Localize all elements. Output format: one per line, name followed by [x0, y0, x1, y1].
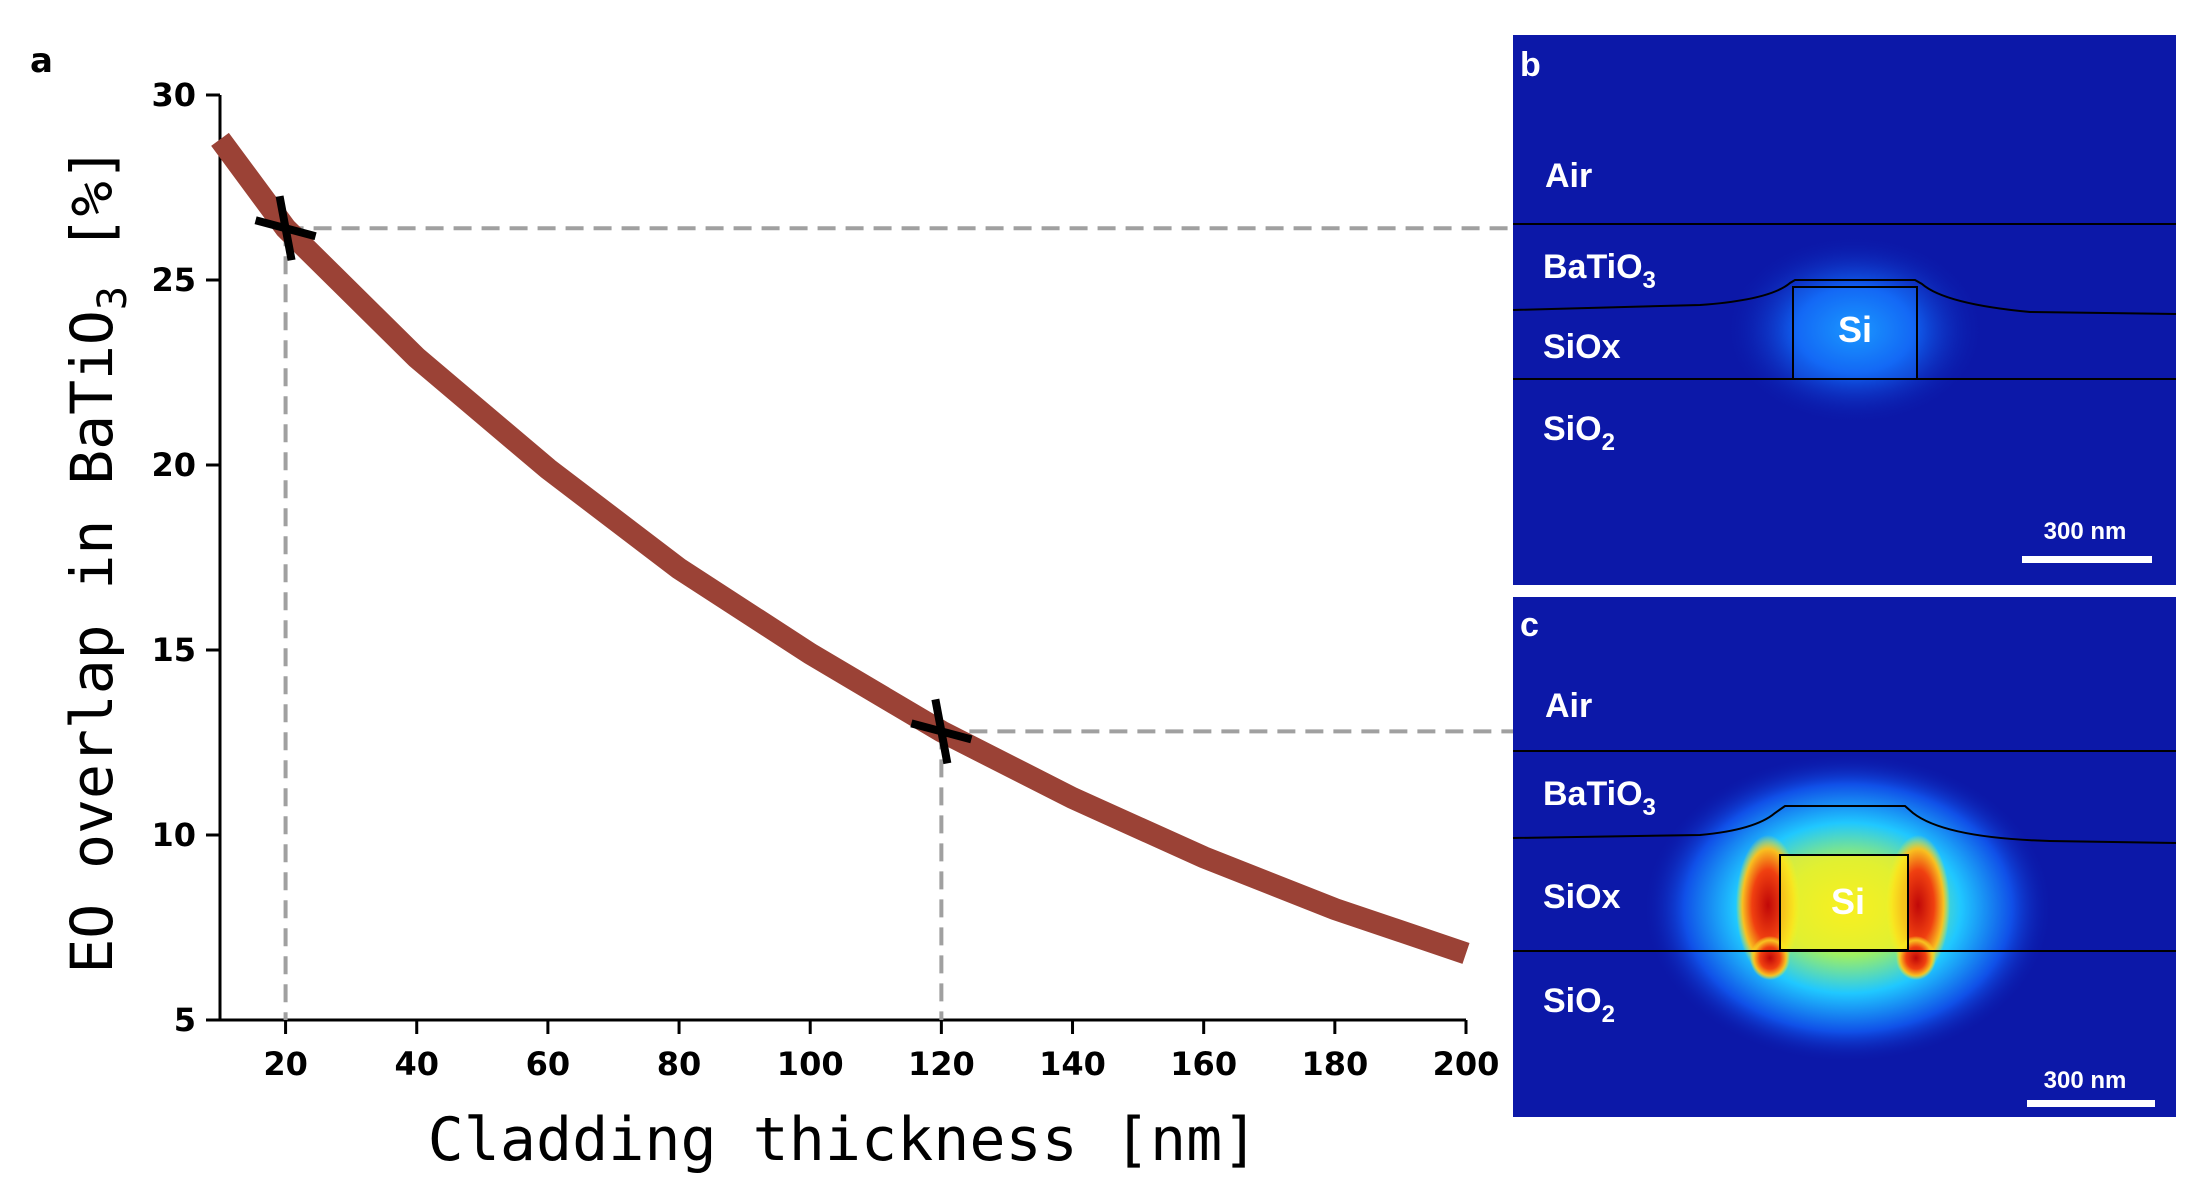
- x-tick-label: 80: [657, 1045, 702, 1083]
- panel-c-scale-label: 300 nm: [2044, 1067, 2127, 1094]
- x-tick-label: 40: [394, 1045, 439, 1083]
- x-tick-label: 200: [1433, 1045, 1500, 1083]
- line-chart: 5 10 15 20 25 30 20 40 60 80 100 120 140 160 180 200: [151, 76, 1513, 1083]
- x-tick-label: 60: [526, 1045, 571, 1083]
- cross-marker: [910, 698, 973, 765]
- x-tick-label: 120: [908, 1045, 975, 1083]
- panel-c-scale-bar: [2027, 1100, 2155, 1107]
- x-tick-label: 20: [263, 1045, 308, 1083]
- panel-c: c Air BaTiO3 SiOx SiO2 Si 300 nm: [1512, 597, 2177, 1117]
- panel-c-air-label: Air: [1545, 687, 1592, 725]
- y-axis-label: EO overlap in BaTiO3 [%]: [58, 146, 136, 973]
- overlap-curve: [211, 132, 1470, 964]
- panel-b-scale-label: 300 nm: [2044, 518, 2127, 545]
- panel-b-batio-label: BaTiO3: [1543, 248, 1656, 294]
- panel-b-letter: b: [1520, 46, 1541, 84]
- x-tick-label: 100: [777, 1045, 844, 1083]
- x-tick-label: 180: [1301, 1045, 1368, 1083]
- panel-c-batio-label: BaTiO3: [1543, 775, 1656, 821]
- y-tick-label: 15: [151, 631, 196, 669]
- x-tick-label: 160: [1170, 1045, 1237, 1083]
- x-axis-label: Cladding thickness [nm]: [428, 1105, 1259, 1175]
- y-tick-label: 30: [151, 76, 196, 114]
- panel-b: b Air BaTiO3 SiOx SiO2 Si 300 nm: [1512, 35, 2177, 585]
- panel-b-sio2-label: SiO2: [1543, 410, 1615, 456]
- panel-b-scale-bar: [2022, 556, 2152, 563]
- y-tick-label: 20: [151, 446, 196, 484]
- y-tick-label: 10: [151, 816, 196, 854]
- panel-c-sio2-label: SiO2: [1543, 982, 1615, 1028]
- y-tick-label: 5: [174, 1001, 196, 1039]
- y-tick-label: 25: [151, 261, 196, 299]
- panel-a-letter: a: [30, 41, 53, 81]
- panel-b-air-label: Air: [1545, 157, 1592, 195]
- y-ticks: 5 10 15 20 25 30: [151, 76, 220, 1039]
- panel-b-siox-label: SiOx: [1543, 328, 1621, 366]
- panel-c-letter: c: [1520, 606, 1539, 644]
- panel-c-si-core: [1779, 854, 1909, 951]
- panel-b-si-label: Si: [1838, 309, 1872, 350]
- panel-b-si-core: [1792, 286, 1918, 380]
- panel-c-siox-label: SiOx: [1543, 878, 1621, 916]
- dashed-guides: [283, 226, 1513, 1020]
- cross-marker: [254, 195, 317, 261]
- cross-markers: [254, 195, 973, 765]
- x-ticks: 20 40 60 80 100 120 140 160 180 200: [263, 1020, 1499, 1083]
- x-tick-label: 140: [1039, 1045, 1106, 1083]
- panel-c-si-label: Si: [1831, 881, 1865, 922]
